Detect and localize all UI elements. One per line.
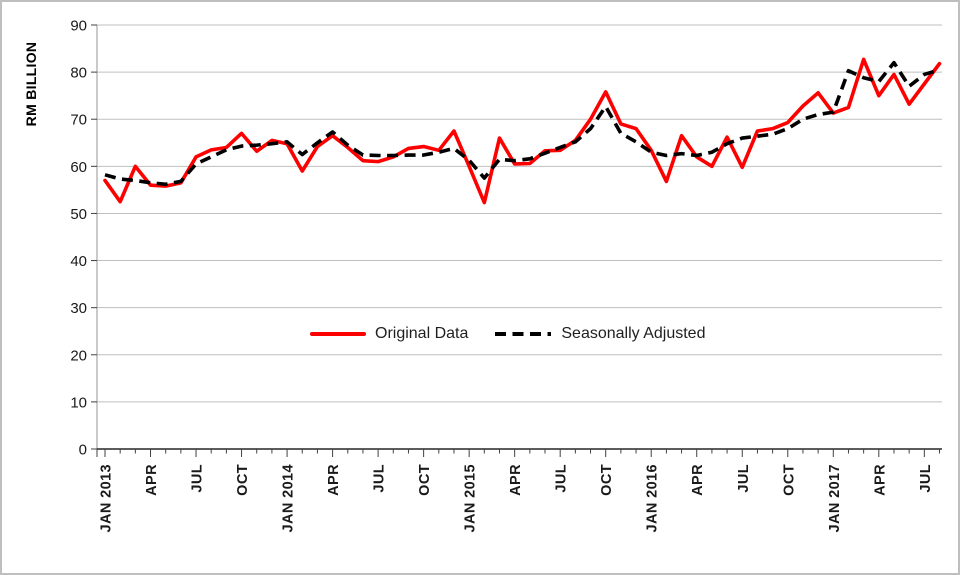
legend-item-original-data: Original Data [310, 325, 468, 343]
x-axis-label: OCT [235, 464, 251, 496]
x-axis-label: APR [508, 464, 524, 496]
legend: Original Data Seasonally Adjusted [310, 322, 705, 346]
x-axis-label: JUL [918, 464, 934, 493]
x-axis-label: JAN 2014 [281, 464, 297, 533]
x-axis-label: JUL [736, 464, 752, 493]
legend-label-original-data: Original Data [375, 325, 469, 342]
x-axis-label: APR [872, 464, 888, 496]
x-axis-label: JAN 2015 [463, 464, 479, 533]
y-axis-label: 60 [70, 159, 87, 176]
y-axis-label: 10 [70, 394, 87, 411]
legend-label-seasonally-adjusted: Seasonally Adjusted [561, 325, 706, 342]
legend-item-seasonally-adjusted: Seasonally Adjusted [494, 325, 705, 343]
y-axis-label: 0 [79, 442, 87, 459]
y-axis-label: 20 [70, 347, 87, 364]
y-axis-label: 90 [70, 18, 87, 35]
x-axis-label: JUL [190, 464, 206, 493]
legend-dashed-black-line-icon [495, 332, 552, 336]
y-axis-label: 40 [70, 253, 87, 270]
x-axis-label: JAN 2016 [645, 464, 661, 533]
x-axis-label: OCT [417, 464, 433, 496]
x-axis-label: JAN 2017 [827, 464, 843, 533]
x-axis-label: OCT [781, 464, 797, 496]
series-line-original-data [103, 57, 942, 205]
y-axis-label: 80 [70, 65, 87, 82]
x-axis-label: JAN 2013 [99, 464, 115, 533]
x-axis-label: JUL [372, 464, 388, 493]
x-axis-label: APR [144, 464, 160, 496]
x-axis-label: OCT [599, 464, 615, 496]
y-axis-title: RM BILLION [23, 42, 39, 127]
legend-solid-red-line-icon [310, 332, 366, 336]
x-axis-label: APR [690, 464, 706, 496]
y-axis-label: 50 [70, 206, 87, 223]
y-axis-label: 70 [70, 112, 87, 129]
x-axis-label: APR [326, 464, 342, 496]
x-axis-label: JUL [554, 464, 570, 493]
y-axis-label: 30 [70, 300, 87, 317]
